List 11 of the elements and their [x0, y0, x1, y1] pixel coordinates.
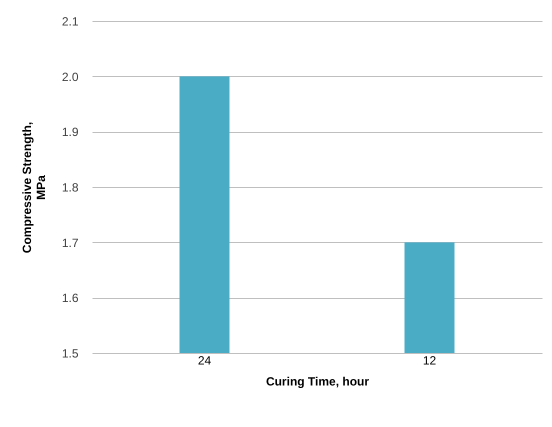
y-tick-label: 1.7	[62, 236, 79, 250]
x-tick-label: 12	[422, 354, 436, 368]
y-tick-label: 2.0	[62, 70, 79, 84]
y-tick-label: 1.6	[62, 291, 79, 306]
x-axis-title: Curing Time, hour	[266, 374, 370, 388]
y-tick-label: 2.1	[62, 14, 79, 28]
y-axis-title: Compressive Strength, MPa	[20, 122, 48, 254]
y-tick-label: 1.9	[62, 125, 79, 140]
y-tick-label: 1.5	[62, 346, 79, 360]
x-tick-label: 24	[198, 354, 212, 368]
y-tick-label: 1.8	[62, 180, 79, 194]
